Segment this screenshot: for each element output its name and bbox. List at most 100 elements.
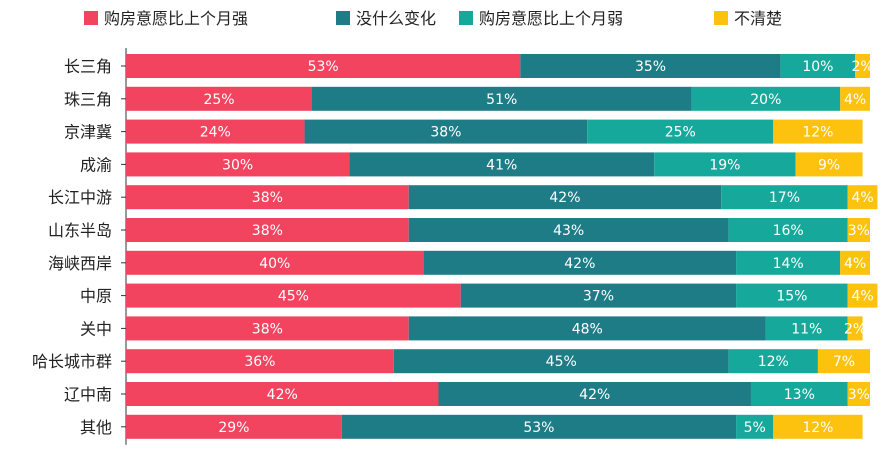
bar-segment — [349, 152, 655, 177]
data-label: 42% — [267, 387, 298, 403]
data-label: 42% — [579, 387, 610, 403]
bar-segment — [721, 185, 848, 210]
data-label: 3% — [848, 387, 870, 403]
legend-label: 不清楚 — [734, 9, 782, 28]
bar-segment — [847, 185, 878, 210]
data-label: 20% — [750, 92, 781, 108]
bar-segment — [423, 250, 737, 275]
bar-segment — [460, 283, 737, 308]
data-label: 53% — [308, 59, 339, 75]
bar-segment — [780, 54, 856, 78]
legend-label: 没什么变化 — [356, 9, 436, 28]
bar-row: 53% 35% 10% 2% — [126, 54, 874, 78]
bar-segment — [728, 349, 818, 374]
bar-segment — [847, 283, 878, 308]
bar-segment — [855, 54, 870, 78]
bar-segment — [126, 185, 409, 210]
bar-segment — [126, 250, 424, 275]
data-label: 48% — [572, 321, 603, 337]
data-label: 51% — [486, 92, 517, 108]
data-label: 17% — [769, 190, 800, 206]
bar-row: 36% 45% 12% 7% — [126, 349, 870, 374]
bar-segment — [654, 152, 796, 177]
data-label: 25% — [203, 92, 234, 108]
bar-segment — [126, 316, 409, 341]
bar-segment — [126, 382, 439, 406]
category-label: 中原 — [80, 287, 112, 306]
bar-segment — [304, 119, 588, 144]
data-label: 7% — [833, 354, 855, 370]
bar-segment — [408, 185, 722, 210]
data-label: 40% — [259, 256, 290, 272]
bar-row: 38% 43% 16% 3% — [126, 218, 870, 242]
bar-segment — [736, 414, 774, 439]
bar-segment — [126, 119, 305, 144]
data-label: 4% — [844, 92, 866, 108]
bar-segment — [736, 250, 841, 275]
legend-item-3: 不清楚 — [714, 9, 782, 28]
bar-segment — [520, 54, 781, 78]
bar-row: 38% 42% 17% 4% — [126, 185, 878, 210]
legend-item-1: 没什么变化 — [336, 9, 436, 28]
bar-segment — [817, 349, 870, 374]
bar-segment — [126, 218, 409, 242]
data-label: 38% — [252, 190, 283, 206]
bar-segment — [736, 283, 848, 308]
legend-swatch — [714, 11, 728, 25]
data-label: 10% — [802, 59, 833, 75]
category-label: 关中 — [80, 319, 112, 338]
category-label: 珠三角 — [64, 90, 112, 109]
bar-row: 24% 38% 25% 12% — [126, 119, 863, 144]
data-label: 45% — [278, 289, 309, 305]
bar-segment — [587, 119, 774, 144]
bar-segment — [393, 349, 729, 374]
category-label: 辽中南 — [64, 385, 112, 404]
bar-segment — [126, 414, 342, 439]
data-label: 11% — [791, 321, 822, 337]
bar-segment — [840, 86, 870, 111]
data-label: 13% — [784, 387, 815, 403]
bar-row: 29% 53% 5% 12% — [126, 414, 863, 439]
category-label: 长江中游 — [48, 188, 112, 207]
legend-swatch — [459, 11, 473, 25]
data-label: 12% — [758, 354, 789, 370]
legend-swatch — [336, 11, 350, 25]
data-label: 25% — [665, 125, 696, 141]
legend-swatch — [84, 11, 98, 25]
data-label: 42% — [564, 256, 595, 272]
bar-row: 25% 51% 20% 4% — [126, 86, 870, 111]
data-label: 4% — [844, 256, 866, 272]
bar-segment — [847, 382, 870, 406]
data-label: 15% — [776, 289, 807, 305]
data-label: 29% — [218, 420, 249, 436]
bars: 53% 35% 10% 2% 25% 51% 20% 4% 24% 38% 25% 12% 30% 41%… — [126, 54, 878, 439]
data-label: 53% — [523, 420, 554, 436]
legend-label: 购房意愿比上个月弱 — [479, 9, 623, 28]
bar-segment — [773, 414, 863, 439]
bar-row: 42% 42% 13% 3% — [126, 382, 870, 406]
bar-segment — [126, 54, 521, 78]
data-label: 4% — [851, 289, 873, 305]
bar-segment — [847, 316, 863, 341]
data-label: 14% — [773, 256, 804, 272]
legend-item-0: 购房意愿比上个月强 — [84, 9, 248, 28]
data-label: 16% — [773, 223, 804, 239]
legend-item-2: 购房意愿比上个月弱 — [459, 9, 623, 28]
bar-segment — [438, 382, 751, 406]
bar-row: 40% 42% 14% 4% — [126, 250, 870, 275]
data-label: 38% — [252, 223, 283, 239]
bar-segment — [728, 218, 848, 242]
data-label: 37% — [583, 289, 614, 305]
data-label: 4% — [851, 190, 873, 206]
category-label: 长三角 — [64, 57, 112, 76]
data-label: 24% — [200, 125, 231, 141]
data-label: 42% — [549, 190, 580, 206]
bar-segment — [773, 119, 863, 144]
bar-segment — [795, 152, 863, 177]
data-label: 38% — [430, 125, 461, 141]
legend-label: 购房意愿比上个月强 — [104, 9, 248, 28]
data-label: 30% — [222, 157, 253, 173]
data-label: 41% — [486, 157, 517, 173]
